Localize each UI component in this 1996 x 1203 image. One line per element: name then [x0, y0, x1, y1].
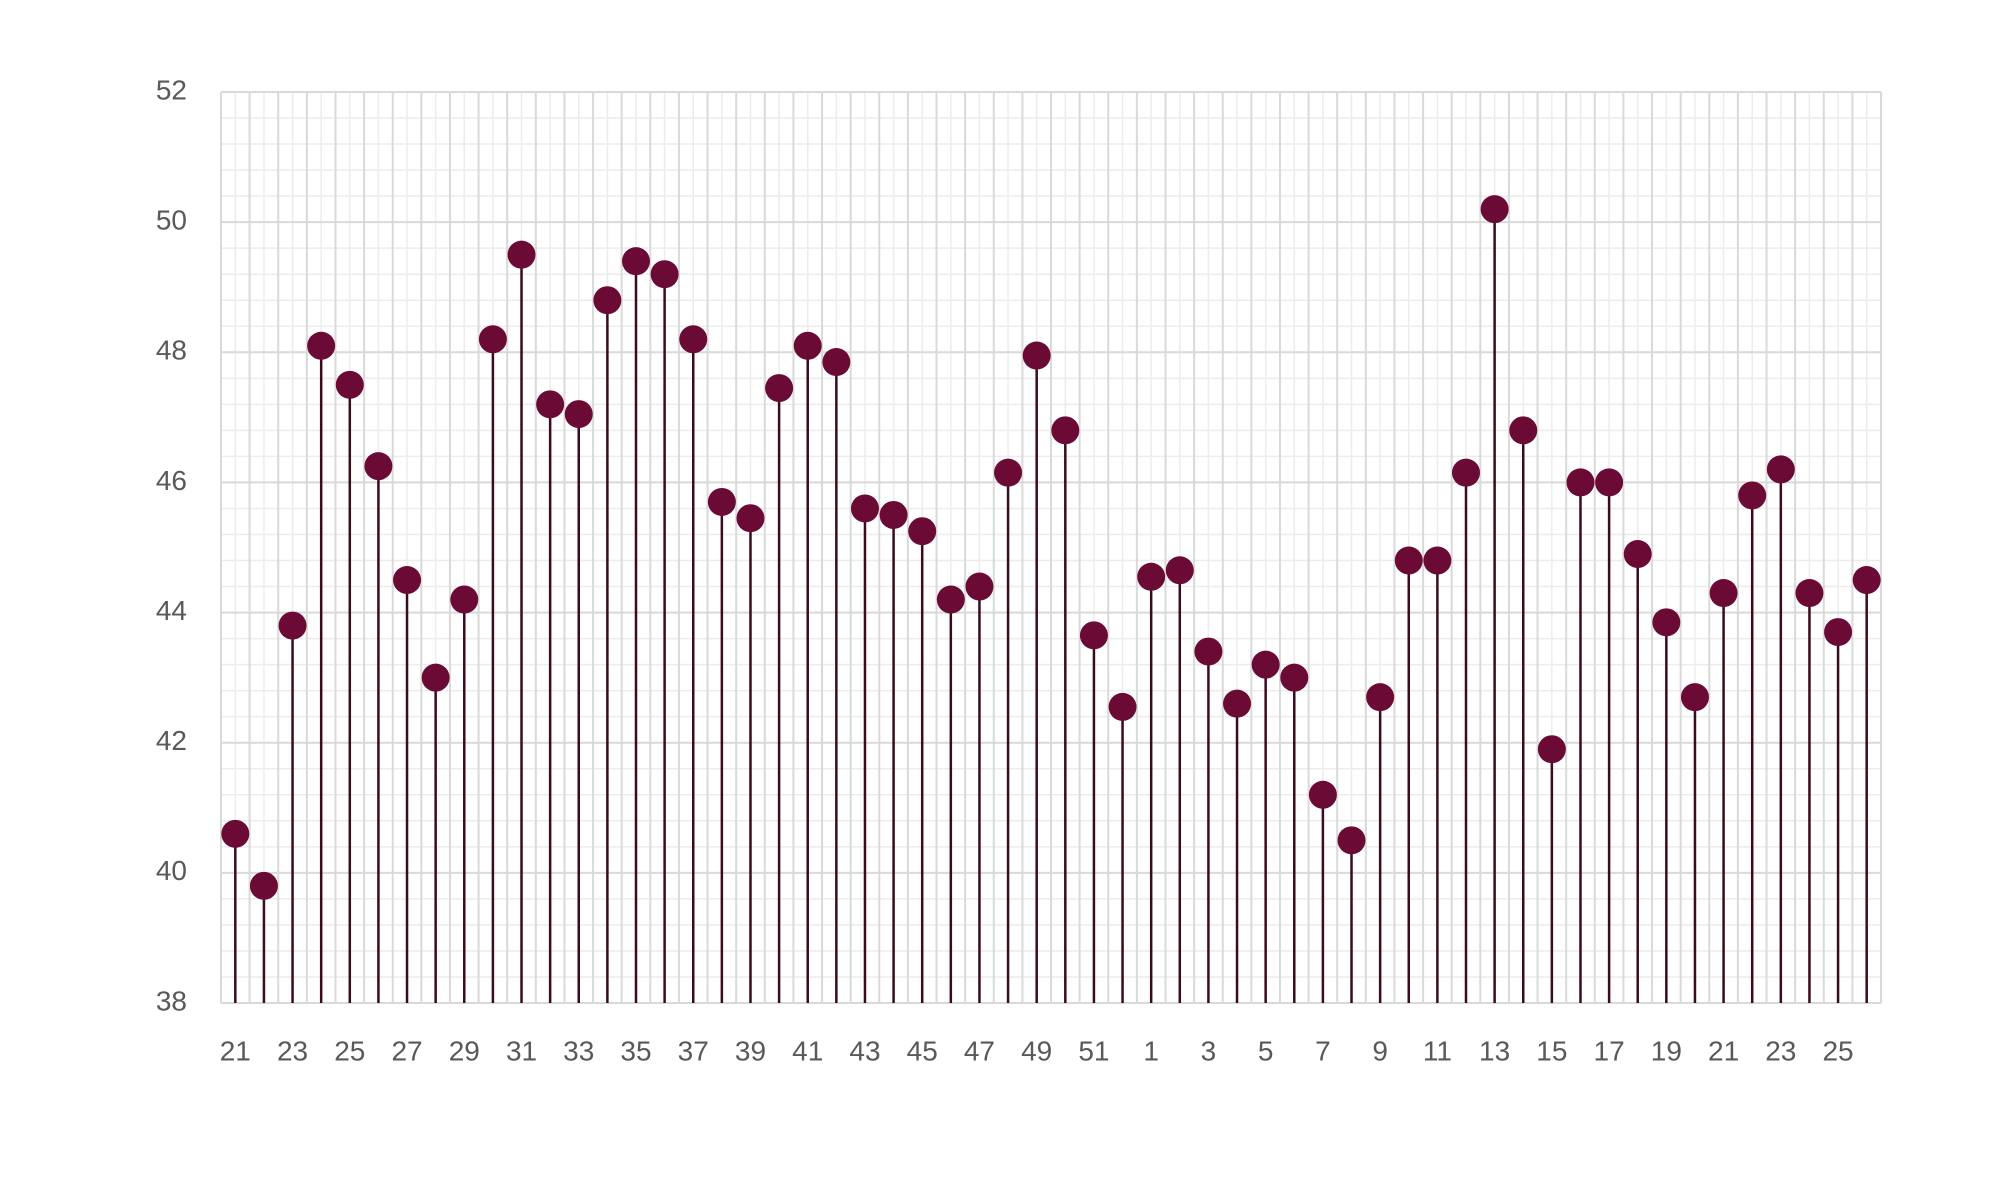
marker: [1251, 650, 1280, 679]
marker: [450, 585, 479, 614]
y-tick-label: 40: [156, 855, 187, 886]
x-tick-label: 27: [391, 1035, 422, 1066]
x-tick-label: 11: [1423, 1035, 1452, 1066]
marker: [1022, 341, 1051, 370]
x-tick-label: 29: [449, 1035, 480, 1066]
marker: [908, 517, 937, 546]
marker: [1709, 579, 1738, 608]
y-tick-label: 46: [156, 465, 187, 496]
marker: [1738, 481, 1767, 510]
marker: [1452, 458, 1480, 487]
marker: [1537, 735, 1566, 764]
x-tick-label: 33: [563, 1035, 594, 1066]
marker: [1394, 546, 1423, 575]
x-tick-label: 25: [1822, 1035, 1853, 1066]
marker: [278, 611, 307, 640]
marker: [536, 390, 565, 419]
marker: [965, 572, 994, 601]
marker: [736, 504, 765, 533]
marker: [622, 247, 650, 276]
marker: [707, 487, 736, 516]
marker: [1824, 618, 1853, 647]
marker: [650, 260, 679, 289]
x-tick-label: 21: [220, 1035, 251, 1066]
x-tick-label: 21: [1708, 1035, 1739, 1066]
marker: [1079, 621, 1108, 650]
marker: [879, 500, 908, 529]
marker: [1137, 562, 1166, 591]
marker: [307, 331, 336, 360]
x-tick-label: 17: [1594, 1035, 1625, 1066]
x-tick-label: 45: [907, 1035, 938, 1066]
x-tick-label: 25: [334, 1035, 365, 1066]
marker: [478, 325, 507, 354]
marker: [1280, 663, 1309, 692]
marker: [1308, 780, 1337, 809]
x-tick-label: 23: [277, 1035, 308, 1066]
x-tick-label: 47: [964, 1035, 995, 1066]
x-tick-label: 13: [1479, 1035, 1510, 1066]
marker: [364, 452, 393, 481]
x-tick-label: 1: [1143, 1035, 1159, 1066]
marker: [421, 663, 450, 692]
marker: [1423, 546, 1452, 575]
x-tick-label: 39: [735, 1035, 766, 1066]
marker: [335, 370, 364, 399]
marker: [1652, 608, 1681, 637]
marker: [1795, 579, 1824, 608]
x-tick-label: 3: [1201, 1035, 1217, 1066]
marker: [564, 400, 593, 429]
x-tick-label: 7: [1315, 1035, 1331, 1066]
marker: [249, 871, 278, 900]
x-tick-label: 43: [849, 1035, 880, 1066]
marker: [1766, 455, 1795, 484]
y-tick-label: 42: [156, 725, 187, 756]
x-tick-label: 51: [1078, 1035, 1109, 1066]
marker: [1108, 692, 1137, 721]
y-tick-label: 38: [156, 985, 187, 1016]
marker: [1623, 540, 1652, 569]
x-tick-label: 35: [620, 1035, 651, 1066]
x-tick-label: 31: [506, 1035, 537, 1066]
marker: [1223, 689, 1252, 718]
x-tick-label: 49: [1021, 1035, 1052, 1066]
x-tick-label: 9: [1372, 1035, 1388, 1066]
marker: [793, 331, 822, 360]
x-tick-label: 41: [792, 1035, 823, 1066]
marker: [1165, 556, 1194, 585]
marker: [1852, 566, 1881, 595]
marker: [936, 585, 965, 614]
x-tick-label: 23: [1765, 1035, 1796, 1066]
marker: [507, 240, 536, 269]
y-tick-label: 48: [156, 335, 187, 366]
x-tick-label: 37: [678, 1035, 709, 1066]
y-tick-label: 44: [156, 595, 187, 626]
marker: [1509, 416, 1538, 445]
marker: [850, 494, 879, 523]
marker: [221, 819, 250, 848]
marker: [393, 566, 422, 595]
marker: [822, 348, 851, 377]
x-tick-label: 15: [1536, 1035, 1567, 1066]
marker: [1337, 826, 1366, 855]
marker: [1595, 468, 1624, 497]
y-tick-label: 52: [156, 74, 187, 105]
marker: [593, 286, 622, 315]
y-tick-label: 50: [156, 205, 187, 236]
x-tick-label: 19: [1651, 1035, 1682, 1066]
marker: [1680, 683, 1709, 712]
marker: [1051, 416, 1080, 445]
marker: [1480, 195, 1509, 224]
marker: [765, 374, 794, 403]
marker: [1366, 683, 1395, 712]
marker: [1566, 468, 1595, 497]
x-tick-label: 5: [1258, 1035, 1274, 1066]
marker: [994, 458, 1023, 487]
marker: [1194, 637, 1223, 666]
marker: [679, 325, 708, 354]
